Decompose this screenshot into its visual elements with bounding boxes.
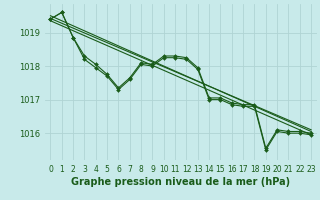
X-axis label: Graphe pression niveau de la mer (hPa): Graphe pression niveau de la mer (hPa) (71, 177, 290, 187)
